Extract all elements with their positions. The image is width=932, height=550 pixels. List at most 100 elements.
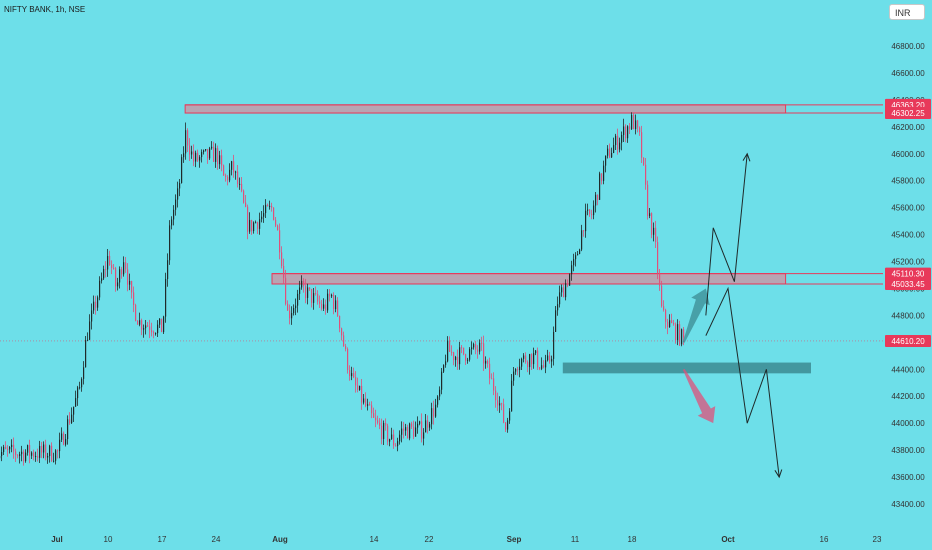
candle-body — [173, 209, 175, 220]
candle-body — [565, 283, 567, 298]
candle-body — [485, 360, 487, 364]
candle-body — [329, 293, 331, 297]
candle-body — [623, 126, 625, 135]
candle-body — [245, 202, 247, 207]
candle-body — [613, 145, 615, 153]
candle-body — [669, 320, 671, 328]
candle-body — [345, 346, 347, 349]
candle-body — [567, 283, 569, 286]
candle-body — [365, 398, 367, 406]
candle-body — [501, 403, 503, 405]
candle-body — [471, 347, 473, 350]
candle-body — [375, 417, 377, 421]
candle-body — [267, 204, 269, 207]
candle-body — [423, 432, 425, 439]
y-tick-label: 43400.00 — [891, 500, 925, 509]
candle-body — [513, 371, 515, 381]
candle-body — [341, 328, 343, 336]
candle-body — [49, 445, 51, 457]
candle-body — [145, 325, 147, 329]
candle-body — [189, 145, 191, 155]
candle-body — [589, 209, 591, 215]
candle-body — [495, 390, 497, 401]
price-tag — [885, 107, 931, 120]
candle-body — [53, 460, 55, 462]
candle-body — [93, 301, 95, 311]
candle-body — [171, 219, 173, 226]
candle-body — [65, 439, 67, 445]
candle-body — [377, 420, 379, 423]
candle-body — [129, 281, 131, 285]
candle-body — [429, 424, 431, 428]
x-tick-label: 24 — [212, 535, 221, 544]
candle-body — [627, 126, 629, 139]
candle-body — [647, 184, 649, 216]
candle-body — [639, 127, 641, 133]
candle-body — [163, 316, 165, 333]
candle-body — [373, 413, 375, 418]
candle-body — [625, 126, 627, 139]
x-tick-label: Jul — [51, 535, 63, 544]
candle-body — [285, 277, 287, 304]
candle-body — [147, 325, 149, 327]
candle-body — [119, 269, 121, 283]
candle-body — [357, 385, 359, 390]
candle-body — [227, 176, 229, 181]
candle-body — [327, 293, 329, 311]
price-tag-label: 44610.20 — [891, 337, 925, 346]
candle-body — [583, 230, 585, 232]
candle-body — [301, 280, 303, 288]
candle-body — [683, 329, 685, 338]
candle-body — [219, 155, 221, 165]
candle-body — [231, 161, 233, 170]
candle-body — [459, 347, 461, 365]
candle-body — [135, 304, 137, 321]
currency-button[interactable]: INR — [889, 4, 925, 20]
price-tag — [885, 267, 931, 280]
candle-body — [313, 293, 315, 303]
candle-body — [39, 445, 41, 458]
candle-body — [311, 289, 313, 303]
candle-body — [305, 285, 307, 298]
candle-body — [41, 445, 43, 453]
candle-body — [473, 344, 475, 348]
candle-body — [367, 404, 369, 406]
candle-body — [419, 421, 421, 424]
candle-body — [661, 285, 663, 307]
candle-body — [431, 408, 433, 425]
candle-body — [261, 216, 263, 220]
candle-body — [543, 365, 545, 368]
candle-body — [631, 115, 633, 130]
candle-body — [193, 151, 195, 162]
candle-body — [607, 148, 609, 156]
candle-body — [233, 161, 235, 173]
candle-body — [75, 398, 77, 407]
y-tick-label: 46000.00 — [891, 150, 925, 159]
candle-body — [255, 222, 257, 224]
price-tag-label: 45110.30 — [892, 270, 925, 279]
candle-body — [179, 182, 181, 189]
candle-body — [201, 152, 203, 158]
candle-body — [591, 214, 593, 216]
candle-body — [73, 406, 75, 415]
candle-body — [45, 444, 47, 458]
candle-body — [197, 152, 199, 161]
candle-body — [553, 331, 555, 359]
candle-body — [397, 441, 399, 447]
candle-body — [461, 347, 463, 349]
candle-body — [203, 150, 205, 153]
candle-body — [593, 205, 595, 216]
candle-body — [133, 292, 135, 305]
candle-body — [421, 421, 423, 439]
candle-body — [349, 370, 351, 377]
candle-body — [353, 373, 355, 378]
candle-body — [117, 282, 119, 287]
candle-body — [43, 444, 45, 453]
candle-body — [199, 157, 201, 161]
x-tick-label: 17 — [158, 535, 167, 544]
candle-body — [643, 157, 645, 165]
candle-body — [453, 352, 455, 361]
candle-body — [549, 355, 551, 362]
